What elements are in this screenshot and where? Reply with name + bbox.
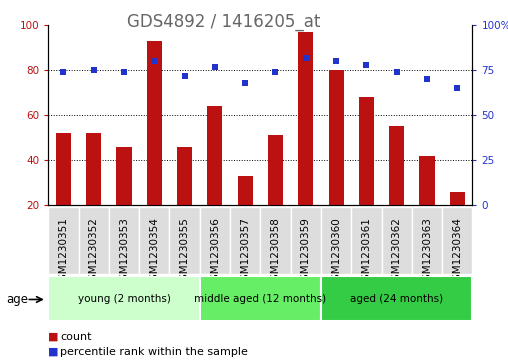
Bar [442, 207, 472, 274]
Bar [170, 207, 200, 274]
Text: GSM1230360: GSM1230360 [331, 217, 341, 287]
Bar [238, 176, 253, 205]
Point [150, 58, 158, 64]
Bar [139, 207, 170, 274]
Text: percentile rank within the sample: percentile rank within the sample [60, 347, 248, 357]
Bar [177, 147, 192, 205]
Bar [260, 207, 291, 274]
Text: GSM1230362: GSM1230362 [392, 217, 402, 287]
Bar [321, 276, 472, 321]
Point [362, 62, 370, 68]
Point [241, 80, 249, 86]
Bar [207, 106, 223, 205]
Text: GDS4892 / 1416205_at: GDS4892 / 1416205_at [127, 13, 320, 31]
Text: ■: ■ [48, 347, 59, 357]
Text: GSM1230352: GSM1230352 [89, 217, 99, 287]
Text: GSM1230358: GSM1230358 [270, 217, 280, 287]
Point [59, 69, 68, 75]
Bar [298, 32, 313, 205]
Text: GSM1230363: GSM1230363 [422, 217, 432, 287]
Text: GSM1230353: GSM1230353 [119, 217, 129, 287]
Bar [329, 70, 344, 205]
Bar [420, 156, 434, 205]
Text: GSM1230354: GSM1230354 [149, 217, 160, 287]
Bar [56, 133, 71, 205]
Bar [230, 207, 260, 274]
Bar [291, 207, 321, 274]
Point [393, 69, 401, 75]
Text: GSM1230355: GSM1230355 [180, 217, 189, 287]
Bar [79, 207, 109, 274]
Bar [412, 207, 442, 274]
Text: middle aged (12 months): middle aged (12 months) [194, 294, 327, 303]
Bar [389, 126, 404, 205]
Text: GSM1230357: GSM1230357 [240, 217, 250, 287]
Point [423, 77, 431, 82]
Point [332, 58, 340, 64]
Bar [359, 97, 374, 205]
Bar [48, 276, 200, 321]
Bar [86, 133, 101, 205]
Point [302, 55, 310, 61]
Bar [382, 207, 412, 274]
Text: age: age [7, 293, 28, 306]
Text: aged (24 months): aged (24 months) [350, 294, 443, 303]
Text: GSM1230364: GSM1230364 [452, 217, 462, 287]
Point [180, 73, 188, 79]
Point [271, 69, 279, 75]
Point [211, 64, 219, 70]
Text: count: count [60, 332, 91, 342]
Bar [109, 207, 139, 274]
Bar [321, 207, 351, 274]
Bar [147, 41, 162, 205]
Bar [48, 207, 79, 274]
Point [120, 69, 128, 75]
Bar [200, 276, 321, 321]
Point [89, 68, 98, 73]
Point [453, 85, 461, 91]
Text: GSM1230351: GSM1230351 [58, 217, 69, 287]
Bar [116, 147, 132, 205]
Text: GSM1230359: GSM1230359 [301, 217, 311, 287]
Text: GSM1230361: GSM1230361 [361, 217, 371, 287]
Text: ■: ■ [48, 332, 59, 342]
Text: young (2 months): young (2 months) [78, 294, 171, 303]
Bar [351, 207, 382, 274]
Bar [450, 192, 465, 205]
Text: GSM1230356: GSM1230356 [210, 217, 220, 287]
Bar [268, 135, 283, 205]
Bar [200, 207, 230, 274]
